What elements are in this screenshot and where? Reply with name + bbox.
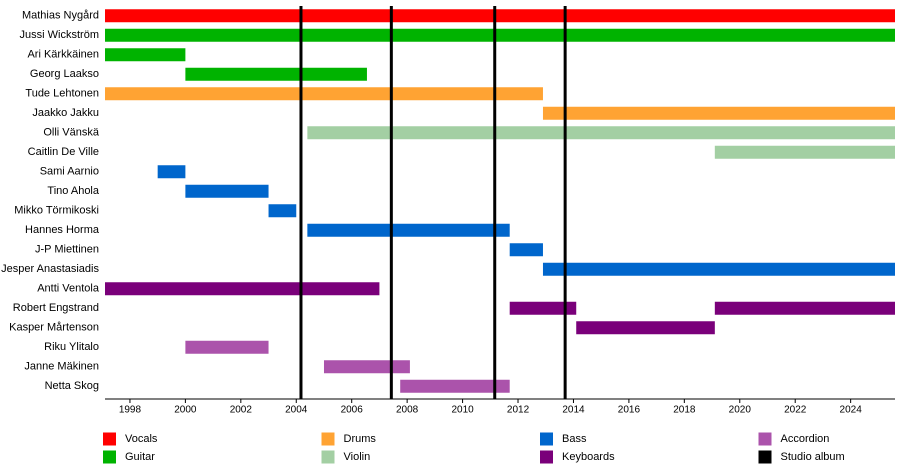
- legend-swatch: [540, 450, 553, 464]
- member-name: Jesper Anastasiadis: [1, 263, 99, 275]
- legend-swatch: [758, 432, 772, 446]
- member-name: Jaakko Jakku: [32, 107, 99, 119]
- member-name: Kasper Mårtenson: [9, 322, 99, 334]
- legend-label: Vocals: [125, 433, 158, 445]
- legend-label: Violin: [344, 451, 371, 463]
- x-tick-label: 2002: [230, 405, 253, 416]
- member-bar: [400, 379, 510, 393]
- member-bar: [509, 243, 543, 257]
- legend-label: Guitar: [125, 451, 155, 463]
- legend-swatch: [103, 450, 116, 464]
- member-bar: [105, 28, 895, 42]
- member-name: Sami Aarnio: [40, 166, 99, 178]
- member-bar: [542, 262, 895, 276]
- member-name: Ari Kärkkäinen: [27, 49, 99, 61]
- x-tick-label: 2012: [507, 405, 530, 416]
- member-bar: [542, 106, 895, 120]
- member-name: Caitlin De Ville: [28, 146, 99, 158]
- member-name: Hannes Horma: [25, 224, 100, 236]
- member-bar: [105, 48, 186, 62]
- member-name: Georg Laakso: [30, 68, 99, 80]
- legend-label: Studio album: [781, 451, 845, 463]
- legend-swatch: [321, 450, 335, 464]
- member-name: Robert Engstrand: [13, 302, 99, 314]
- x-tick-label: 2016: [618, 405, 641, 416]
- member-bar: [509, 301, 577, 315]
- member-name: Olli Vänskä: [43, 127, 100, 139]
- member-bar: [323, 360, 410, 374]
- member-bar: [714, 145, 895, 159]
- legend-label: Keyboards: [562, 451, 615, 463]
- member-bar: [185, 67, 367, 81]
- member-bar: [714, 301, 895, 315]
- member-bar: [105, 9, 895, 23]
- x-tick-label: 2014: [562, 405, 585, 416]
- member-name: Mathias Nygård: [22, 10, 99, 22]
- x-tick-label: 2008: [396, 405, 419, 416]
- member-name: Antti Ventola: [37, 283, 100, 295]
- x-tick-label: 2022: [784, 405, 807, 416]
- legend-label: Accordion: [781, 433, 830, 445]
- x-tick-label: 2006: [341, 405, 364, 416]
- x-tick-label: 2000: [174, 405, 197, 416]
- legend-label: Bass: [562, 433, 587, 445]
- x-tick-label: 1998: [119, 405, 142, 416]
- member-name: Jussi Wickström: [20, 29, 99, 41]
- legend-swatch: [103, 432, 116, 446]
- member-bar: [185, 340, 269, 354]
- member-bar: [185, 184, 269, 198]
- legend-swatch: [321, 432, 335, 446]
- x-tick-label: 2024: [840, 405, 863, 416]
- x-tick-label: 2018: [673, 405, 696, 416]
- member-bar: [307, 126, 895, 140]
- legend-swatch: [540, 432, 553, 446]
- member-bar: [576, 321, 715, 335]
- member-name: Janne Mäkinen: [24, 361, 99, 373]
- x-tick-label: 2020: [729, 405, 752, 416]
- x-tick-label: 2010: [451, 405, 474, 416]
- member-name: Tude Lehtonen: [25, 88, 99, 100]
- x-tick-label: 2004: [285, 405, 308, 416]
- member-bar: [105, 87, 543, 101]
- member-bar: [157, 165, 186, 179]
- member-name: Netta Skog: [45, 380, 99, 392]
- member-name: Tino Ahola: [47, 185, 99, 197]
- legend-swatch: [758, 450, 772, 464]
- legend-label: Drums: [344, 433, 377, 445]
- member-name: J-P Miettinen: [35, 244, 99, 256]
- member-name: Mikko Törmikoski: [14, 205, 99, 217]
- member-bar: [105, 282, 380, 296]
- member-bar: [268, 204, 297, 218]
- member-name: Riku Ylitalo: [44, 341, 99, 353]
- member-bar: [307, 223, 510, 237]
